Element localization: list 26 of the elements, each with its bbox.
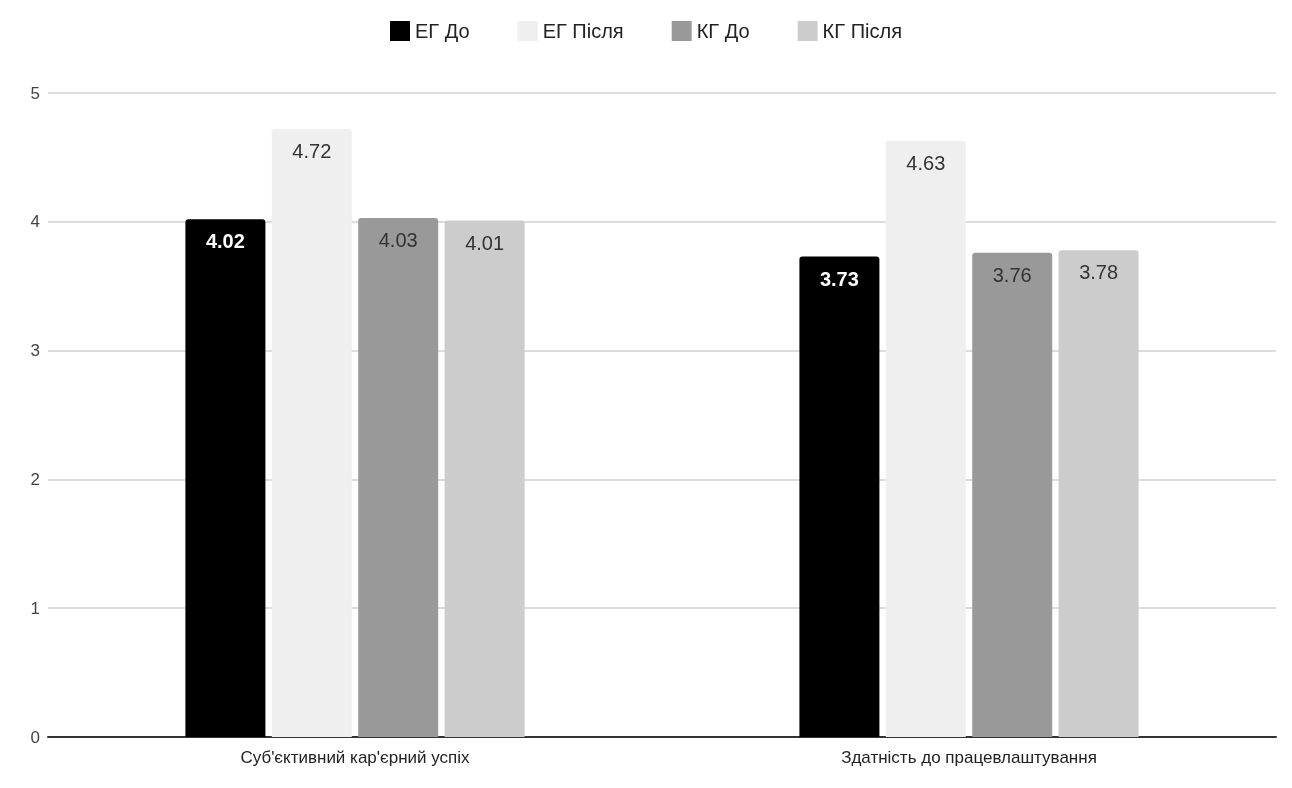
bar <box>972 252 1053 737</box>
legend-label: ЕГ Після <box>542 20 624 42</box>
data-label: 3.73 <box>819 267 859 290</box>
x-tick-label: Суб'єктивний кар'єрний успіх <box>240 748 471 767</box>
data-label: 4.63 <box>906 151 946 174</box>
data-label: 4.72 <box>292 140 332 163</box>
y-tick-label: 5 <box>30 83 40 103</box>
y-tick-label: 0 <box>30 727 40 747</box>
data-label: 3.78 <box>1079 261 1119 284</box>
legend-label: КГ До <box>696 20 750 42</box>
y-tick-label: 4 <box>30 212 40 232</box>
data-label: 3.76 <box>992 263 1032 286</box>
bar <box>885 140 966 737</box>
bar <box>271 129 352 737</box>
bar <box>358 217 439 737</box>
data-label: 4.02 <box>205 230 245 253</box>
data-label: 4.03 <box>378 228 418 251</box>
legend-label: ЕГ До <box>415 20 470 42</box>
bar <box>185 219 266 737</box>
legend-label: КГ Після <box>822 20 902 42</box>
y-tick-label: 2 <box>30 469 40 489</box>
y-tick-label: 3 <box>30 341 40 361</box>
bar <box>799 256 880 737</box>
x-tick-label: Здатність до працевлаштування <box>841 748 1097 767</box>
y-tick-label: 1 <box>30 598 40 618</box>
data-label: 4.01 <box>465 231 505 254</box>
